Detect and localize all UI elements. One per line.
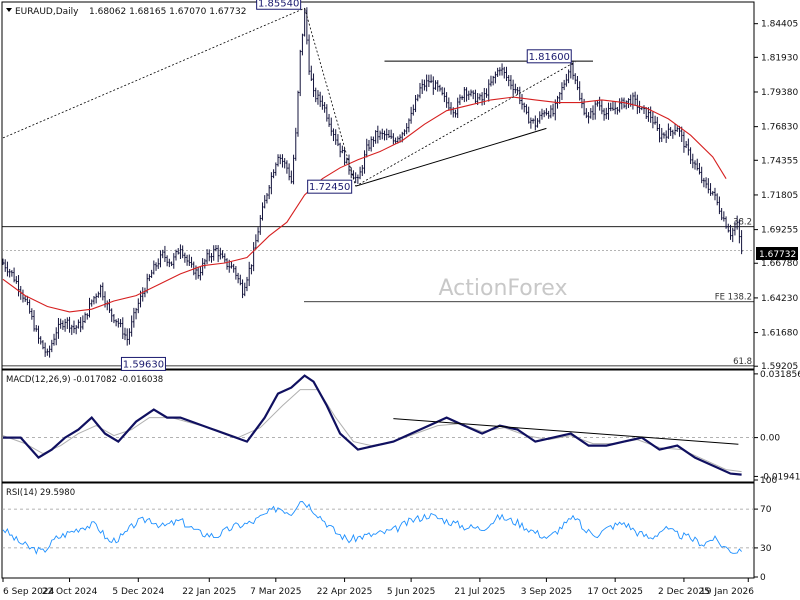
- time-tick-label: 17 Oct 2025: [587, 587, 643, 597]
- price-tick-label: 1.76830: [761, 123, 798, 133]
- price-annotation-box: [307, 179, 353, 194]
- moving-average: [2, 96, 727, 313]
- price-tick-label: 1.66780: [761, 259, 798, 269]
- price-bars: [2, 7, 743, 358]
- time-tick-label: 5 Dec 2024: [112, 587, 164, 597]
- price-annotation-box: [256, 0, 302, 10]
- time-tick-label: 22 Apr 2025: [317, 587, 373, 597]
- price-tick-label: 1.79380: [761, 88, 798, 98]
- dotted-trendline: [2, 7, 305, 139]
- macd-panel: 0.031856 0.00 -0.019412: [2, 370, 800, 482]
- time-tick-label: 22 Oct 2024: [42, 587, 98, 597]
- rsi-tick-label: 0: [760, 573, 766, 583]
- time-tick-label: 22 Jan 2025: [182, 587, 236, 597]
- price-annotation-text: 1.72450: [309, 182, 350, 193]
- price-annotation-box: [120, 356, 166, 371]
- chart-title: EURAUD,Daily: [15, 7, 79, 17]
- macd-tick-label: 0.00: [760, 434, 780, 444]
- price-annotation-text: 1.59630: [123, 359, 164, 370]
- price-annotation-text: 1.81600: [529, 52, 570, 63]
- watermark: ActionForex: [439, 276, 568, 301]
- fib-level-label: 38.2: [733, 218, 752, 228]
- rsi-tick-label: 30: [760, 544, 772, 554]
- time-tick-label: 19 Jan 2026: [700, 587, 754, 597]
- price-annotation-box: [526, 49, 572, 64]
- current-price-tag: [756, 247, 798, 260]
- ohlc-values: 1.68062 1.68165 1.67070 1.67732: [89, 7, 246, 17]
- price-tick-label: 1.84405: [761, 20, 798, 30]
- price-tick-label: 1.59205: [761, 362, 798, 372]
- ma-line: [2, 96, 727, 313]
- dotted-trendline: [304, 8, 357, 187]
- rsi-label: RSI(14) 29.5980: [6, 488, 75, 498]
- macd-label: MACD(12,26,9) -0.017082 -0.016038: [6, 375, 163, 385]
- rsi-line: [2, 501, 742, 555]
- price-tick-label: 1.74355: [761, 156, 798, 166]
- solid-trendline: [355, 127, 547, 187]
- price-tick-label: 1.71805: [761, 191, 798, 201]
- price-tick-label: 1.64230: [761, 294, 798, 304]
- current-price-text: 1.67732: [759, 250, 796, 260]
- macd-tick-label: 0.031856: [760, 370, 800, 380]
- macd-trendline: [393, 418, 739, 445]
- rsi-panel: 100 70 30 0: [2, 476, 777, 583]
- fib-level-label: FE 138.2: [715, 293, 752, 303]
- time-tick-label: 2 Dec 2025: [658, 587, 710, 597]
- price-axis: 1.84405 1.81930 1.79380 1.76830 1.74355 1.718…: [754, 20, 798, 372]
- rsi-panel-frame: [1, 482, 755, 579]
- macd-tick-label: -0.019412: [760, 472, 800, 482]
- time-tick-label: 3 Sep 2025: [521, 587, 572, 597]
- price-annotations: 1.85540 1.81600 1.72450 1.59630: [120, 0, 572, 371]
- price-annotation-text: 1.85540: [258, 0, 299, 9]
- price-panel-frame: [1, 1, 755, 370]
- price-tick-label: 1.61680: [761, 329, 798, 339]
- rsi-tick-label: 70: [760, 505, 772, 515]
- price-tick-label: 1.81930: [761, 53, 798, 63]
- collapse-arrow-icon[interactable]: [6, 8, 12, 12]
- rsi-tick-label: 100: [760, 476, 777, 486]
- macd-panel-frame: [1, 369, 755, 483]
- time-tick-label: 7 Mar 2025: [250, 587, 301, 597]
- price-tick-label: 1.69255: [761, 226, 798, 236]
- time-tick-label: 21 Jul 2025: [454, 587, 505, 597]
- macd-line: [3, 374, 742, 476]
- time-tick-label: 6 Sep 2024: [3, 587, 55, 597]
- time-tick-label: 5 Jun 2025: [387, 587, 435, 597]
- watermark-text: ActionForex: [439, 276, 568, 301]
- fib-level-label: 61.8: [733, 357, 752, 367]
